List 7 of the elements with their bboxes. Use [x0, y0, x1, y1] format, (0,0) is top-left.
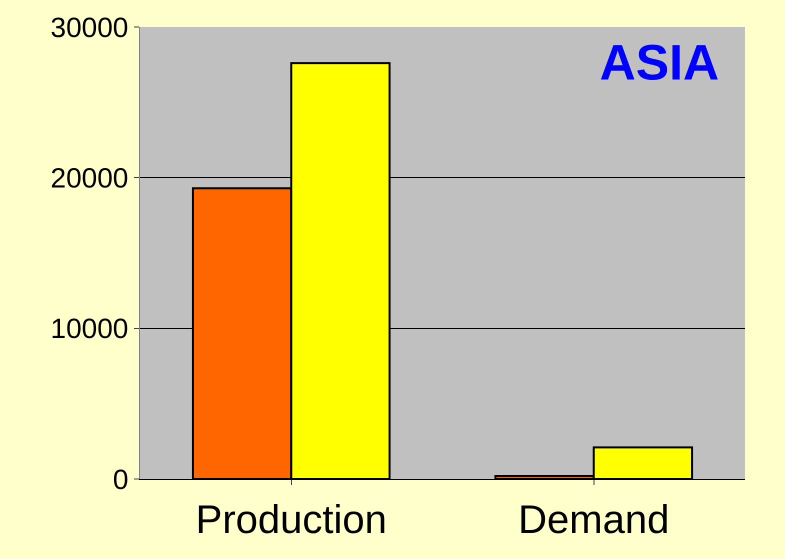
y-tick-label: 0 — [112, 464, 128, 495]
y-tick-label: 30000 — [50, 12, 128, 43]
y-tick-label: 20000 — [50, 162, 128, 194]
y-tick-label: 10000 — [50, 313, 128, 344]
x-tick-label: Production — [196, 498, 387, 542]
x-tick-label: Demand — [518, 498, 670, 542]
chart-title: ASIA — [600, 34, 720, 91]
